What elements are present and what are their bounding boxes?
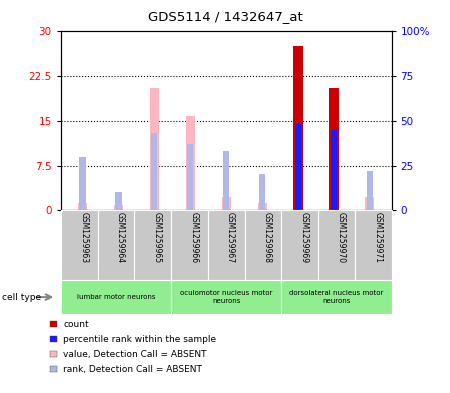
Bar: [186, 116, 195, 210]
Text: GSM1259970: GSM1259970: [337, 212, 346, 263]
Bar: [114, 206, 123, 210]
Bar: [295, 125, 301, 210]
Text: GSM1259966: GSM1259966: [189, 212, 198, 263]
Bar: [150, 88, 159, 210]
Text: value, Detection Call = ABSENT: value, Detection Call = ABSENT: [63, 350, 207, 358]
Bar: [292, 46, 303, 210]
Bar: [222, 197, 230, 210]
Text: GSM1259965: GSM1259965: [153, 212, 162, 263]
Text: GSM1259968: GSM1259968: [263, 212, 272, 263]
Text: percentile rank within the sample: percentile rank within the sample: [63, 335, 216, 343]
Bar: [79, 156, 86, 210]
Text: GSM1259963: GSM1259963: [79, 212, 88, 263]
Bar: [187, 144, 194, 210]
Text: dorsolateral nucleus motor
neurons: dorsolateral nucleus motor neurons: [289, 290, 383, 304]
Bar: [328, 88, 339, 210]
Text: oculomotor nucleus motor
neurons: oculomotor nucleus motor neurons: [180, 290, 272, 304]
Bar: [367, 171, 373, 210]
Text: GDS5114 / 1432647_at: GDS5114 / 1432647_at: [148, 10, 302, 23]
Bar: [78, 203, 87, 210]
Text: lumbar motor neurons: lumbar motor neurons: [76, 294, 155, 300]
Text: GSM1259971: GSM1259971: [373, 212, 382, 263]
Bar: [115, 192, 122, 210]
Bar: [223, 151, 230, 210]
Bar: [331, 130, 337, 210]
Bar: [365, 197, 374, 210]
Bar: [257, 203, 266, 210]
Text: GSM1259967: GSM1259967: [226, 212, 235, 263]
Bar: [259, 174, 266, 210]
Text: count: count: [63, 320, 89, 329]
Text: rank, Detection Call = ABSENT: rank, Detection Call = ABSENT: [63, 365, 202, 373]
Bar: [151, 133, 158, 210]
Text: cell type: cell type: [2, 293, 41, 301]
Text: GSM1259969: GSM1259969: [300, 212, 309, 263]
Text: GSM1259964: GSM1259964: [116, 212, 125, 263]
